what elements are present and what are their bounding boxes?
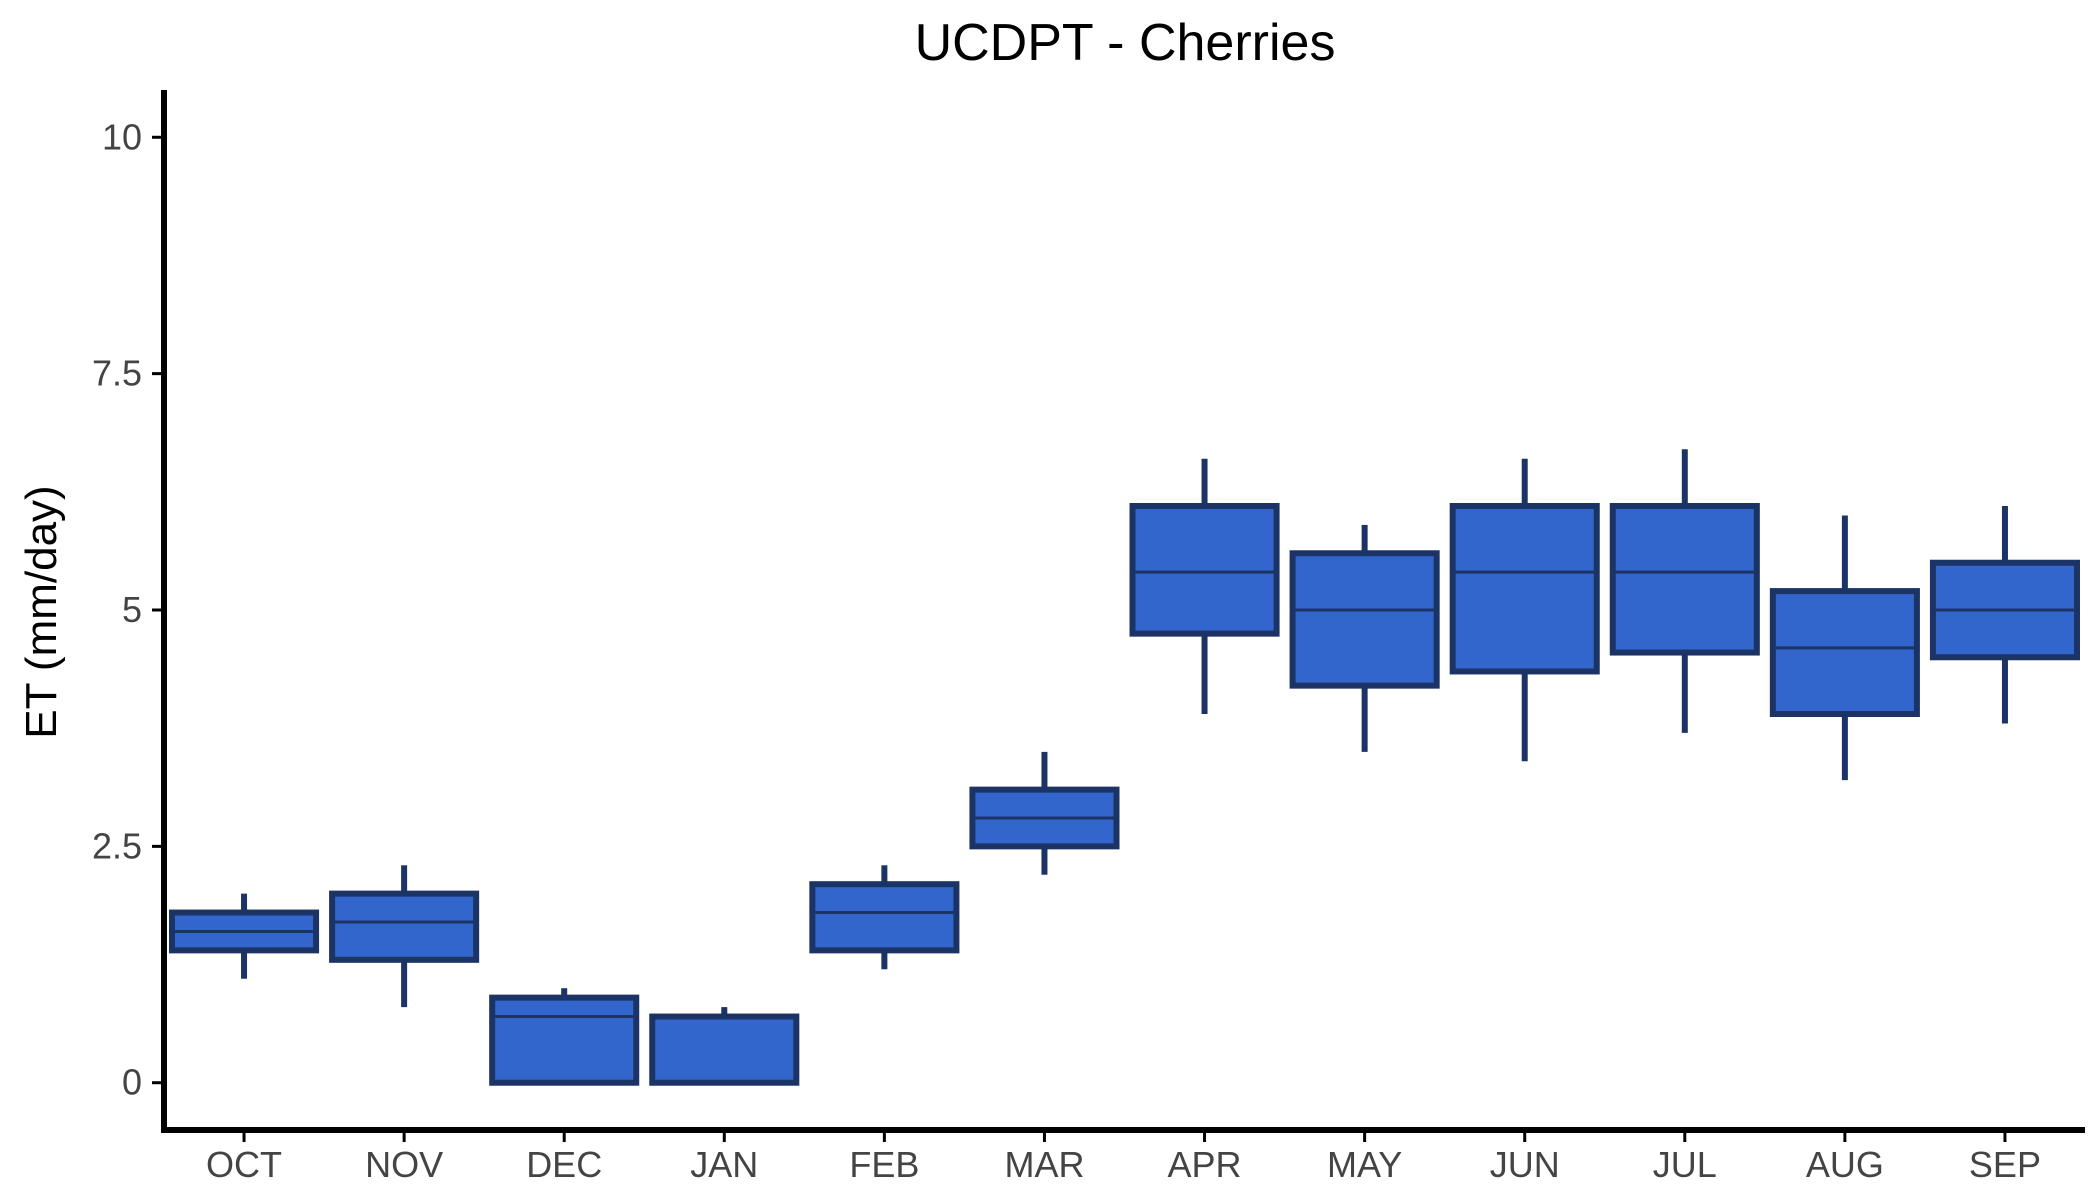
box-mar [969,751,1120,875]
y-axis-ticks: 0 2.5 5 7.5 10 [92,116,164,1103]
box-jul [1609,449,1760,733]
y-tick-label: 0 [122,1062,142,1103]
box-aug [1769,515,1920,781]
y-tick-label: 7.5 [92,353,142,394]
box-iqr [1609,503,1760,656]
y-tick-label: 2.5 [92,825,142,866]
box-nov [329,865,480,1008]
y-axis-label: ET (mm/day) [17,485,66,738]
box-dec [489,988,640,1086]
x-tick-label: APR [1168,1144,1242,1185]
box-oct [169,893,320,979]
x-axis-ticks: OCT NOV DEC JAN FEB MAR APR MAY JUN JUL AUG SEP [206,1130,2041,1185]
y-tick-label: 10 [102,116,142,157]
x-tick-label: MAY [1327,1144,1402,1185]
box-iqr [1289,550,1440,689]
box-iqr [649,1013,800,1086]
x-tick-label: JUL [1653,1144,1717,1185]
box-jun [1449,458,1600,762]
x-tick-label: JUN [1490,1144,1560,1185]
x-tick-label: SEP [1969,1144,2041,1185]
chart-title: UCDPT - Cherries [915,14,1336,72]
x-tick-label: DEC [526,1144,602,1185]
box-may [1289,524,1440,752]
x-tick-label: MAR [1004,1144,1084,1185]
box-plot-area [169,449,2080,1086]
box-iqr [1129,503,1280,637]
box-sep [1929,506,2080,724]
x-tick-label: FEB [849,1144,919,1185]
box-apr [1129,458,1280,714]
x-tick-label: JAN [690,1144,758,1185]
box-iqr [329,890,480,963]
box-jan [649,1007,800,1086]
box-iqr [489,994,640,1086]
box-iqr [1449,503,1600,675]
box-feb [809,865,960,970]
x-tick-label: OCT [206,1144,282,1185]
x-tick-label: NOV [365,1144,443,1185]
y-tick-label: 5 [122,589,142,630]
box-iqr [1769,588,1920,717]
x-tick-label: AUG [1806,1144,1884,1185]
box-iqr [809,881,960,954]
